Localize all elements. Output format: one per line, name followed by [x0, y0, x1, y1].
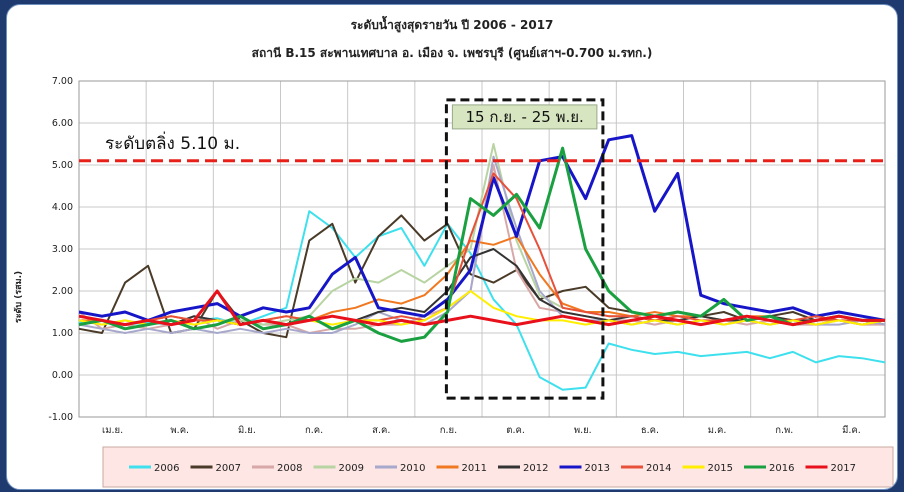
- y-tick-label: 6.00: [52, 118, 73, 129]
- legend-label-2014: 2014: [646, 463, 671, 474]
- y-axis-label: ระดับ (รสม.): [13, 271, 24, 323]
- x-tick-label: ส.ค.: [372, 425, 390, 436]
- x-tick-label: มี.ค.: [842, 424, 861, 436]
- flood-period-label: 15 ก.ย. - 25 พ.ย.: [466, 108, 584, 126]
- series-line-2013: [78, 134, 886, 322]
- y-tick-label: 7.00: [52, 76, 73, 87]
- legend-label-2010: 2010: [400, 463, 425, 474]
- x-tick-label: พ.ย.: [574, 425, 592, 436]
- flood-period-box: 15 ก.ย. - 25 พ.ย.: [444, 98, 605, 400]
- chart-svg: ระดับน้ำสูงสุดรายวัน ปี 2006 - 2017 สถาน…: [13, 15, 894, 488]
- x-tick-label: มิ.ย.: [238, 425, 256, 436]
- series-line-2017: [78, 289, 885, 327]
- legend-label-2017: 2017: [831, 463, 856, 474]
- legend-label-2008: 2008: [277, 463, 302, 474]
- flood-period-dashed-box: [444, 98, 605, 400]
- series-line-2006: [78, 210, 886, 391]
- legend-label-2011: 2011: [462, 463, 487, 474]
- chart-title: ระดับน้ำสูงสุดรายวัน ปี 2006 - 2017: [351, 15, 554, 33]
- x-tick-label: ธ.ค.: [641, 425, 659, 436]
- y-tick-label: 5.00: [52, 160, 73, 171]
- legend-label-2012: 2012: [523, 463, 548, 474]
- y-tick-label: -1.00: [48, 412, 73, 423]
- legend-label-2009: 2009: [339, 463, 364, 474]
- x-tick-label: เม.ย.: [102, 425, 123, 436]
- x-tick-label: ก.พ.: [775, 425, 793, 436]
- legend-label-2006: 2006: [154, 463, 179, 474]
- legend-label-2016: 2016: [769, 463, 794, 474]
- y-tick-label: 0.00: [52, 370, 73, 381]
- y-tick-label: 4.00: [52, 202, 73, 213]
- x-tick-label: พ.ค.: [170, 425, 189, 436]
- chart-subtitle: สถานี B.15 สะพานเทศบาล อ. เมือง จ. เพชรบ…: [252, 46, 653, 61]
- legend-label-2007: 2007: [216, 463, 241, 474]
- x-tick-label: ก.ค.: [305, 425, 323, 436]
- plot-border: [78, 80, 886, 418]
- x-tick-label: ม.ค.: [708, 425, 727, 436]
- y-tick-label: 2.00: [52, 286, 73, 297]
- x-tick-labels: เม.ย. พ.ค. มิ.ย. ก.ค. ส.ค. ก.ย. ต.ค. พ.ย. ธ.ค. ม.…: [102, 424, 861, 436]
- series-lines: [78, 134, 886, 391]
- series-line-2016: [78, 146, 885, 343]
- x-tick-label: ก.ย.: [440, 425, 457, 436]
- x-tick-label: ต.ค.: [506, 425, 525, 436]
- grid-lines: [78, 80, 886, 418]
- y-tick-labels: 7.00 6.00 5.00 4.00 3.00 2.00 1.00 0.00 -1.00: [48, 76, 73, 423]
- flood-period-label-bg: [451, 104, 598, 130]
- legend-label-2013: 2013: [585, 463, 610, 474]
- y-tick-label: 1.00: [52, 328, 73, 339]
- legend: 2006 2007 2008 2009 2010 2011 2012 2013 2014 2015…: [102, 446, 894, 488]
- bank-level-label: ระดับตลิ่ง 5.10 ม.: [105, 131, 240, 154]
- y-tick-label: 3.00: [52, 244, 73, 255]
- chart-panel: ระดับน้ำสูงสุดรายวัน ปี 2006 - 2017 สถาน…: [6, 4, 898, 490]
- bank-level-line: ระดับตลิ่ง 5.10 ม.: [79, 131, 885, 163]
- legend-label-2015: 2015: [708, 463, 733, 474]
